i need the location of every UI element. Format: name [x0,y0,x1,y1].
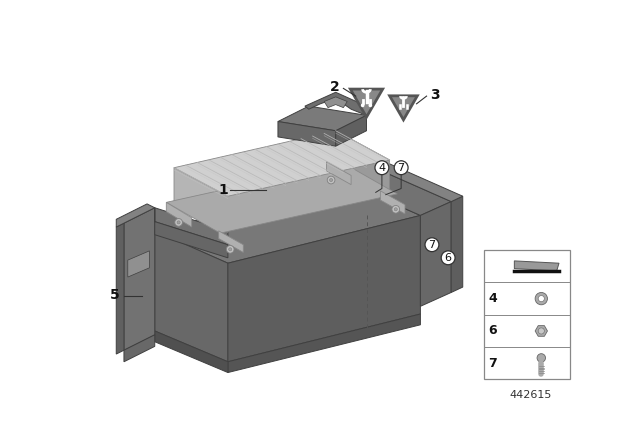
Polygon shape [155,208,228,245]
Circle shape [227,246,234,253]
Polygon shape [228,314,420,373]
Circle shape [362,104,364,107]
Text: 7: 7 [428,240,435,250]
Circle shape [394,161,408,175]
Polygon shape [348,169,451,215]
Polygon shape [324,97,348,108]
Polygon shape [390,96,417,120]
Circle shape [177,221,180,224]
Polygon shape [174,131,390,196]
Polygon shape [336,131,390,196]
Circle shape [327,176,335,184]
Polygon shape [515,261,559,271]
Text: 2: 2 [330,80,340,94]
Polygon shape [278,106,367,131]
Circle shape [394,208,397,211]
Circle shape [538,296,545,302]
Circle shape [425,238,439,252]
Circle shape [369,104,371,107]
Text: 1: 1 [218,183,228,197]
Polygon shape [166,202,192,227]
Polygon shape [155,231,228,362]
FancyBboxPatch shape [484,250,570,379]
Circle shape [175,219,182,226]
Polygon shape [420,202,451,306]
Text: 6: 6 [445,253,452,263]
Polygon shape [155,208,228,258]
Text: 4: 4 [378,163,385,173]
Polygon shape [228,215,420,362]
Text: 7: 7 [397,163,404,173]
Polygon shape [219,231,243,252]
Polygon shape [305,92,367,116]
Polygon shape [155,331,228,373]
Circle shape [375,161,389,175]
Polygon shape [166,163,397,233]
Circle shape [537,353,545,362]
Circle shape [535,293,547,305]
Circle shape [392,206,399,213]
Text: 7: 7 [488,357,497,370]
Circle shape [538,328,545,334]
Polygon shape [128,251,149,277]
Text: 4: 4 [488,292,497,305]
Polygon shape [378,164,463,202]
Polygon shape [380,191,405,214]
Polygon shape [350,89,383,117]
Polygon shape [124,208,155,350]
Polygon shape [278,121,336,146]
Polygon shape [116,204,155,227]
Polygon shape [155,183,420,263]
Circle shape [228,248,232,251]
Polygon shape [174,168,228,233]
Polygon shape [124,335,155,362]
Polygon shape [451,196,463,293]
Text: 6: 6 [488,324,497,337]
Polygon shape [326,162,351,185]
Text: 5: 5 [110,288,120,302]
Circle shape [441,251,455,265]
Text: 442615: 442615 [509,390,552,400]
Text: 3: 3 [429,87,439,102]
Polygon shape [116,223,124,354]
Circle shape [330,178,333,181]
Polygon shape [336,116,367,146]
